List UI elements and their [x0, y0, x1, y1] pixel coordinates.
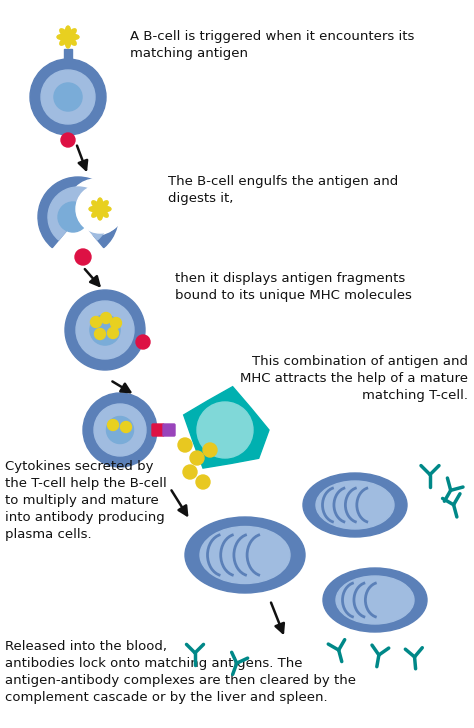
- Circle shape: [76, 301, 134, 359]
- Circle shape: [91, 317, 101, 328]
- Text: Released into the blood,
antibodies lock onto matching antigens. The
antigen-ant: Released into the blood, antibodies lock…: [5, 640, 356, 704]
- Ellipse shape: [98, 210, 102, 220]
- Ellipse shape: [65, 38, 71, 48]
- Circle shape: [65, 290, 145, 370]
- Circle shape: [90, 315, 120, 345]
- Circle shape: [64, 33, 72, 41]
- FancyBboxPatch shape: [163, 424, 175, 436]
- Text: then it displays antigen fragments
bound to its unique MHC molecules: then it displays antigen fragments bound…: [175, 272, 412, 302]
- Ellipse shape: [336, 576, 414, 624]
- Circle shape: [196, 475, 210, 489]
- Circle shape: [83, 393, 157, 467]
- Circle shape: [68, 179, 124, 235]
- Ellipse shape: [60, 29, 68, 36]
- Circle shape: [183, 465, 197, 479]
- Ellipse shape: [92, 210, 100, 217]
- Ellipse shape: [89, 207, 99, 211]
- Circle shape: [178, 438, 192, 452]
- Wedge shape: [48, 187, 108, 240]
- Circle shape: [110, 317, 121, 328]
- Ellipse shape: [92, 201, 100, 209]
- Circle shape: [94, 328, 106, 339]
- Polygon shape: [183, 387, 269, 468]
- Circle shape: [97, 205, 103, 213]
- Ellipse shape: [98, 198, 102, 208]
- Circle shape: [203, 443, 217, 457]
- Circle shape: [120, 422, 131, 432]
- Ellipse shape: [57, 34, 67, 39]
- Circle shape: [30, 59, 106, 135]
- Circle shape: [54, 83, 82, 111]
- Circle shape: [107, 416, 134, 443]
- Circle shape: [41, 70, 95, 124]
- Ellipse shape: [101, 207, 111, 211]
- Ellipse shape: [69, 34, 79, 39]
- FancyBboxPatch shape: [152, 424, 164, 436]
- Circle shape: [197, 402, 253, 458]
- Ellipse shape: [100, 210, 108, 217]
- Circle shape: [108, 419, 118, 430]
- Ellipse shape: [68, 29, 76, 36]
- Ellipse shape: [316, 481, 394, 529]
- Circle shape: [136, 335, 150, 349]
- Ellipse shape: [323, 568, 427, 632]
- Ellipse shape: [185, 517, 305, 593]
- Circle shape: [58, 202, 88, 232]
- Ellipse shape: [200, 526, 290, 584]
- Circle shape: [100, 312, 111, 323]
- Text: Cytokines secreted by
the T-cell help the B-cell
to multiply and mature
into ant: Cytokines secreted by the T-cell help th…: [5, 460, 167, 541]
- Circle shape: [75, 249, 91, 265]
- Ellipse shape: [100, 201, 108, 209]
- Circle shape: [61, 133, 75, 147]
- Bar: [64, 49, 72, 59]
- Circle shape: [190, 451, 204, 465]
- Circle shape: [94, 404, 146, 456]
- Ellipse shape: [68, 37, 76, 45]
- Ellipse shape: [60, 37, 68, 45]
- Ellipse shape: [303, 473, 407, 537]
- Circle shape: [108, 328, 118, 339]
- Text: The B-cell engulfs the antigen and
digests it,: The B-cell engulfs the antigen and diges…: [168, 175, 398, 205]
- Text: A B-cell is triggered when it encounters its
matching antigen: A B-cell is triggered when it encounters…: [130, 30, 414, 60]
- Circle shape: [76, 185, 124, 233]
- Text: This combination of antigen and
MHC attracts the help of a mature
matching T-cel: This combination of antigen and MHC attr…: [240, 355, 468, 402]
- Ellipse shape: [65, 26, 71, 36]
- Wedge shape: [38, 177, 118, 248]
